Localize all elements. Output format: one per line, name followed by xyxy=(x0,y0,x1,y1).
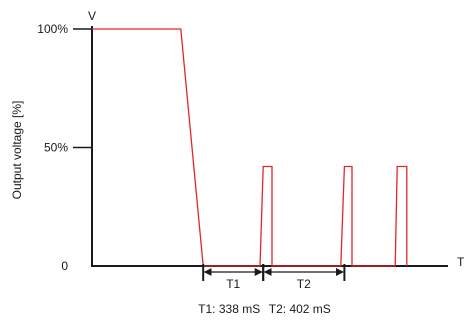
x-axis-label: T xyxy=(457,255,465,269)
y-tick-label: 0 xyxy=(61,259,68,273)
y-tick-label: 100% xyxy=(37,22,68,36)
interval-caption: T2: 402 mS xyxy=(269,302,331,316)
y-ticks: 100% 50% 0 xyxy=(37,22,93,273)
axes: V T Output voltage [%] 100% 50% 0 xyxy=(10,9,465,273)
series-layer xyxy=(92,28,408,267)
y-axis-label: Output voltage [%] xyxy=(10,101,24,200)
series-line xyxy=(92,28,408,267)
interval-label: T2 xyxy=(297,277,311,291)
interval-caption: T1: 338 mS xyxy=(198,302,260,316)
interval-layer: T1 T1: 338 mS T2 T2: 402 mS xyxy=(198,264,346,316)
y-tick-label: 50% xyxy=(44,141,68,155)
interval-label: T1 xyxy=(226,277,240,291)
y-axis-unit-label: V xyxy=(88,9,96,23)
